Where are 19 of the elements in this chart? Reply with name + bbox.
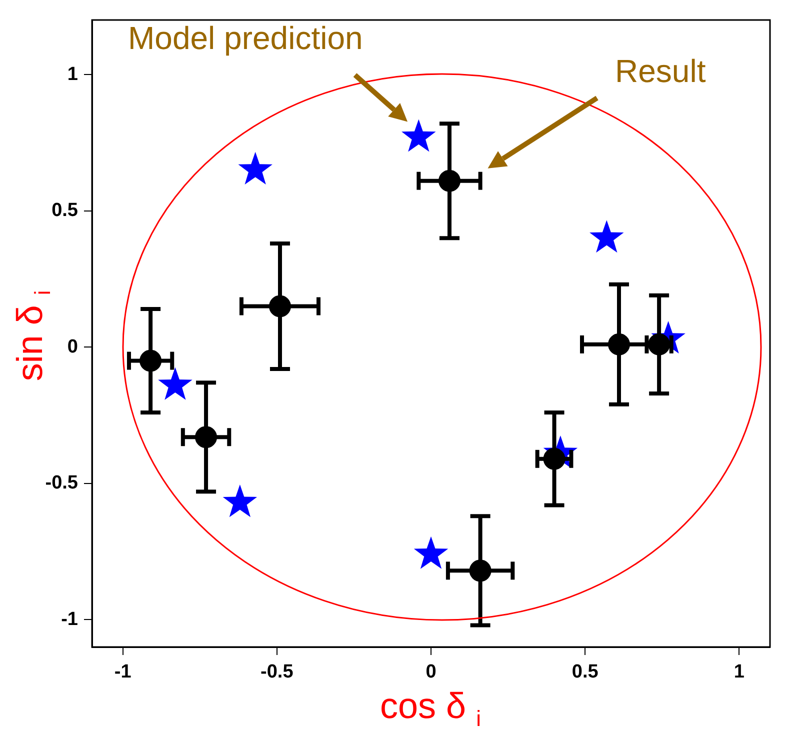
point [590,220,624,253]
point [238,152,272,184]
x-tick-label: -1 [114,662,132,683]
x-tick-label: -0.5 [260,662,294,683]
point [158,367,192,400]
y-tick-label: 0 [67,336,78,358]
point [414,536,448,569]
y-tick-label: 1 [67,64,78,85]
x-tick-label: 0.5 [572,662,599,683]
y-tick-label: -0.5 [45,472,78,494]
point [402,119,436,152]
x-tick-label: 1 [734,662,745,683]
y-tick-label: -1 [61,608,78,630]
y-tick-label: 0.5 [52,200,78,222]
x-axis-title: cos δ $_{i}$ [380,685,481,732]
annotation: Result [615,53,706,89]
point [222,484,258,518]
annotation: Model prediction [128,20,363,56]
x-tick-label: 0 [426,662,436,683]
